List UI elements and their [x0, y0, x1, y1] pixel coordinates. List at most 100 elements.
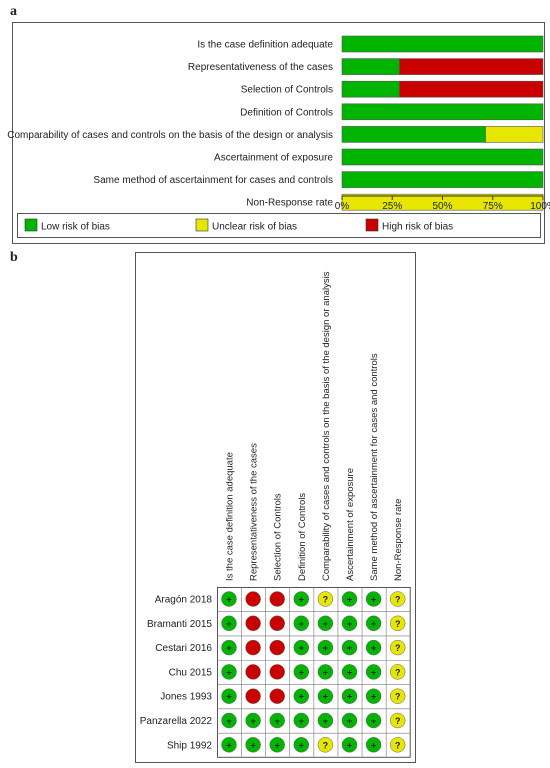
x-tick-label: 75%: [483, 201, 503, 212]
rating-dot: +: [341, 615, 358, 632]
rating-symbol: +: [275, 740, 280, 750]
rating-symbol: +: [299, 619, 304, 629]
legend-swatch: [195, 218, 209, 232]
rating-symbol: ?: [395, 643, 401, 653]
rating-dot: +: [245, 737, 261, 753]
rating-circle: [269, 688, 285, 704]
legend-swatch: [365, 218, 379, 232]
rating-circle: [389, 639, 406, 656]
rating-dot: +: [365, 639, 382, 656]
rating-symbol: +: [299, 740, 304, 750]
category-label: Non-Response rate: [246, 198, 333, 209]
rating-symbol: +: [226, 619, 231, 629]
legend-label: Low risk of bias: [41, 222, 110, 233]
rating-circle: [221, 737, 237, 753]
bar-segment: [341, 103, 544, 121]
rating-circle: [317, 688, 334, 704]
rating-dot: +: [269, 737, 285, 753]
bar-segment: [485, 126, 544, 143]
rating-dot: +: [293, 591, 310, 607]
rating-dot: [245, 639, 261, 656]
rating-circle: [245, 712, 261, 729]
x-tick-label: 50%: [432, 201, 452, 212]
study-label: Ship 1992: [167, 740, 212, 751]
rating-circle: [341, 664, 358, 680]
rating-dot: [269, 591, 285, 607]
rating-circle: [245, 664, 261, 680]
rating-dot: ?: [389, 615, 406, 632]
rating-dot: +: [317, 712, 334, 729]
rating-dot: +: [269, 712, 285, 729]
x-tick-label: 25%: [382, 201, 402, 212]
study-label: Panzarella 2022: [140, 716, 213, 727]
rating-symbol: +: [347, 667, 352, 677]
rating-symbol: ?: [395, 692, 401, 702]
rating-symbol: +: [323, 643, 328, 653]
rating-circle: [221, 688, 237, 704]
rating-dot: +: [293, 664, 310, 680]
rating-symbol: +: [275, 716, 280, 726]
rating-symbol: +: [323, 619, 328, 629]
rating-circle: [317, 591, 334, 607]
rating-circle: [245, 688, 261, 704]
study-label: Chu 2015: [169, 667, 213, 678]
rating-dot: +: [341, 639, 358, 656]
rating-circle: [221, 664, 237, 680]
rating-symbol: +: [347, 692, 352, 702]
rating-dot: +: [341, 712, 358, 729]
column-header: Same method of ascertainment for cases a…: [369, 353, 380, 581]
rating-dot: +: [317, 639, 334, 656]
bar-segment: [341, 35, 544, 53]
rating-circle: [317, 737, 334, 753]
rating-dot: ?: [317, 591, 334, 607]
rating-circle: [221, 712, 237, 729]
risk-of-bias-summary-chart: Is the case definition adequate Represent…: [7, 22, 550, 244]
rating-symbol: +: [299, 595, 304, 605]
rating-circle: [245, 615, 261, 632]
rating-dot: +: [293, 615, 310, 632]
rating-circle: [365, 639, 382, 656]
category-label: Same method of ascertainment for cases a…: [93, 175, 333, 186]
rating-symbol: +: [299, 667, 304, 677]
rating-symbol: +: [226, 716, 231, 726]
category-label: Ascertainment of exposure: [214, 153, 333, 164]
rating-symbol: +: [371, 643, 376, 653]
rating-dot: [269, 664, 285, 680]
rating-symbol: +: [323, 667, 328, 677]
rating-circle: [245, 737, 261, 753]
rating-circle: [365, 615, 382, 632]
legend-swatch: [24, 218, 38, 232]
rating-circle: [293, 591, 310, 607]
rating-circle: [365, 737, 382, 753]
rating-dot: ?: [389, 712, 406, 729]
rating-circle: [269, 664, 285, 680]
rating-dot: +: [365, 737, 382, 753]
bar-segment: [399, 80, 544, 98]
rating-dot: ?: [317, 737, 334, 753]
rating-dot: +: [365, 615, 382, 632]
rating-circle: [341, 737, 358, 753]
rating-dot: [245, 615, 261, 632]
category-label: Selection of Controls: [241, 85, 333, 96]
rating-symbol: +: [371, 716, 376, 726]
rating-circle: [221, 615, 237, 632]
panel-label-b: b: [10, 250, 18, 265]
rating-symbol: +: [371, 619, 376, 629]
rating-circle: [389, 591, 406, 607]
rating-circle: [389, 737, 406, 753]
bar-segment: [341, 148, 544, 166]
rating-symbol: ?: [395, 595, 401, 605]
x-tick-label: 100%: [530, 201, 550, 212]
rating-circle: [293, 737, 310, 753]
legend-label: Unclear risk of bias: [212, 222, 297, 233]
rating-dot: ?: [389, 591, 406, 607]
column-header: Selection of Controls: [273, 493, 284, 581]
rating-dot: +: [365, 688, 382, 704]
rating-symbol: +: [299, 716, 304, 726]
rating-symbol: ?: [395, 740, 401, 750]
rating-dot: +: [221, 591, 237, 607]
rating-symbol: ?: [395, 716, 401, 726]
rating-dot: [245, 591, 261, 607]
study-label: Bramanti 2015: [147, 619, 212, 630]
rating-symbol: +: [347, 716, 352, 726]
